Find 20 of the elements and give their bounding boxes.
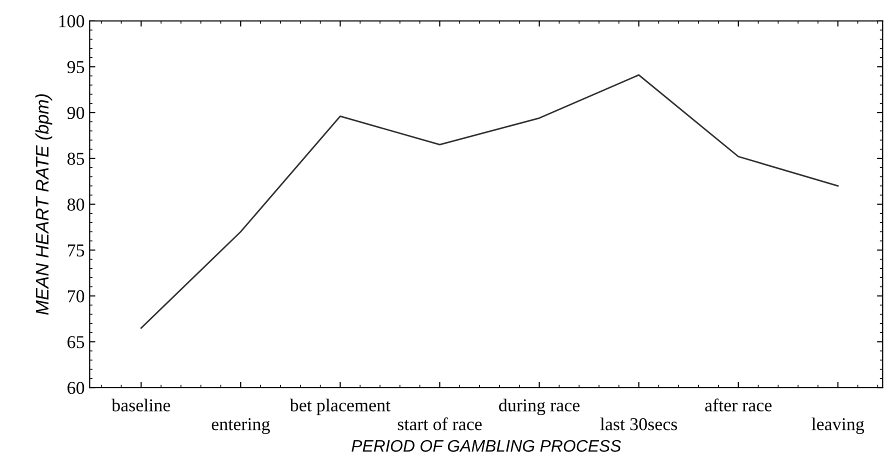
y-tick-label: 70 [68,290,84,302]
line-series [140,74,839,329]
x-axis-title: PERIOD OF GAMBLING PROCESS [352,440,622,452]
x-tick-label: last 30secs [600,418,678,430]
y-tick-label: 80 [67,198,84,211]
y-tick-label: 100 [59,15,84,28]
x-tick-label: bet placement [290,398,390,416]
y-tick-label: 95 [67,61,84,74]
x-tick-label: entering [212,418,270,434]
y-tick-label: 90 [67,106,84,120]
x-tick-label: baseline [112,398,170,412]
y-tick-label: 85 [67,152,84,165]
x-tick-label: leaving [812,418,864,434]
x-tick-label: during race [499,398,580,416]
x-tick-label: start of race [398,417,482,430]
y-tick-label: 60 [68,382,84,394]
x-tick-label: after race [705,398,772,412]
y-axis-title: MEAN HEART RATE (bpm) [35,94,52,315]
y-tick-label: 65 [68,336,84,348]
y-tick-label: 75 [68,244,84,257]
